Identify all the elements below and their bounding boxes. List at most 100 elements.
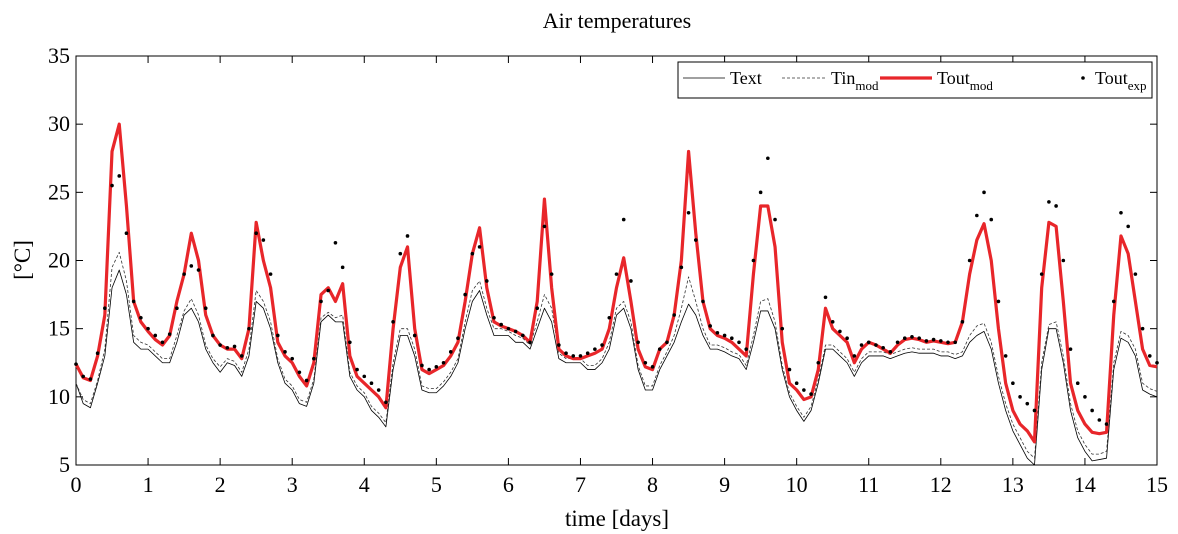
data-point	[160, 340, 165, 345]
data-point	[492, 315, 496, 320]
x-tick-label: 2	[215, 472, 226, 497]
data-point	[1061, 258, 1066, 263]
data-point	[88, 377, 93, 381]
legend-subscript: exp	[1128, 78, 1147, 93]
data-point	[816, 360, 821, 365]
data-point	[499, 322, 503, 327]
data-point	[297, 370, 302, 375]
data-point	[1011, 381, 1015, 386]
x-tick-label: 5	[431, 472, 442, 497]
legend-marker	[1081, 76, 1085, 80]
data-point	[636, 340, 640, 345]
legend-label: Toutexp	[1095, 68, 1147, 93]
y-tick-label: 10	[48, 384, 70, 409]
x-tick-label: 11	[858, 472, 879, 497]
data-point	[348, 340, 352, 345]
data-point	[275, 333, 280, 338]
data-point	[355, 367, 359, 372]
data-point	[621, 217, 626, 222]
x-tick-label: 7	[575, 472, 586, 497]
data-point	[470, 251, 475, 256]
y-tick-label: 5	[59, 452, 70, 477]
data-point	[528, 340, 532, 345]
data-point	[1111, 299, 1116, 304]
data-point	[1090, 408, 1094, 413]
data-point	[319, 299, 323, 304]
data-point	[1003, 354, 1008, 358]
x-tick-label: 9	[719, 472, 730, 497]
data-point	[1097, 418, 1102, 422]
data-point	[1140, 326, 1145, 331]
data-point	[434, 365, 439, 369]
data-point	[830, 320, 835, 324]
data-point	[701, 299, 705, 304]
x-tick-label: 15	[1146, 472, 1168, 497]
data-point	[708, 324, 712, 328]
data-point	[1025, 401, 1030, 406]
legend-name: Text	[730, 68, 762, 88]
data-point	[917, 336, 921, 341]
data-point	[902, 336, 907, 341]
data-point	[1047, 200, 1051, 204]
data-point	[722, 333, 727, 338]
data-point	[535, 306, 540, 311]
data-point	[809, 392, 813, 396]
data-point	[600, 343, 604, 347]
x-tick-label: 0	[71, 472, 82, 497]
data-point	[95, 351, 100, 356]
data-point	[564, 351, 568, 356]
data-point	[881, 345, 885, 350]
y-tick-label: 25	[48, 179, 70, 204]
data-point	[845, 336, 849, 341]
data-point	[124, 231, 129, 236]
data-point	[340, 265, 345, 270]
data-point	[571, 354, 576, 358]
data-point	[866, 340, 871, 345]
data-point	[585, 351, 590, 356]
data-point	[996, 299, 1001, 304]
data-point	[384, 400, 388, 405]
data-point	[643, 360, 648, 365]
data-point	[758, 190, 763, 195]
data-point	[967, 258, 972, 263]
data-point	[283, 350, 287, 354]
series-line	[75, 269, 1158, 466]
data-point	[686, 210, 691, 215]
data-point	[1054, 204, 1058, 208]
legend-name: Tin	[831, 68, 855, 88]
data-point	[1133, 272, 1138, 276]
data-point	[391, 320, 395, 324]
data-point	[290, 356, 295, 361]
data-point	[859, 343, 864, 347]
y-tick-label: 15	[48, 316, 70, 341]
data-point	[730, 336, 734, 341]
x-axis-label: time [days]	[565, 506, 669, 531]
data-point	[211, 333, 215, 338]
series-line	[75, 251, 1158, 459]
data-point	[441, 360, 446, 365]
data-point	[196, 268, 201, 272]
data-point	[542, 224, 547, 229]
series-line	[74, 122, 1158, 444]
data-point	[81, 374, 86, 379]
data-point	[751, 258, 756, 263]
data-point	[398, 251, 403, 256]
data-point	[117, 174, 122, 178]
data-point	[427, 367, 431, 372]
legend-label: Text	[730, 68, 762, 88]
legend-subscript: mod	[855, 78, 879, 93]
data-point	[888, 350, 893, 354]
data-point	[614, 272, 619, 276]
data-point	[989, 217, 994, 222]
data-point	[838, 329, 842, 334]
data-point	[852, 354, 857, 358]
x-tick-label: 12	[930, 472, 952, 497]
data-point	[787, 367, 792, 372]
data-point	[1126, 224, 1130, 229]
data-point	[463, 292, 467, 297]
data-point	[1119, 210, 1123, 215]
data-point	[146, 326, 150, 331]
data-point	[1104, 422, 1109, 426]
data-point	[376, 388, 381, 392]
data-point	[593, 347, 597, 351]
